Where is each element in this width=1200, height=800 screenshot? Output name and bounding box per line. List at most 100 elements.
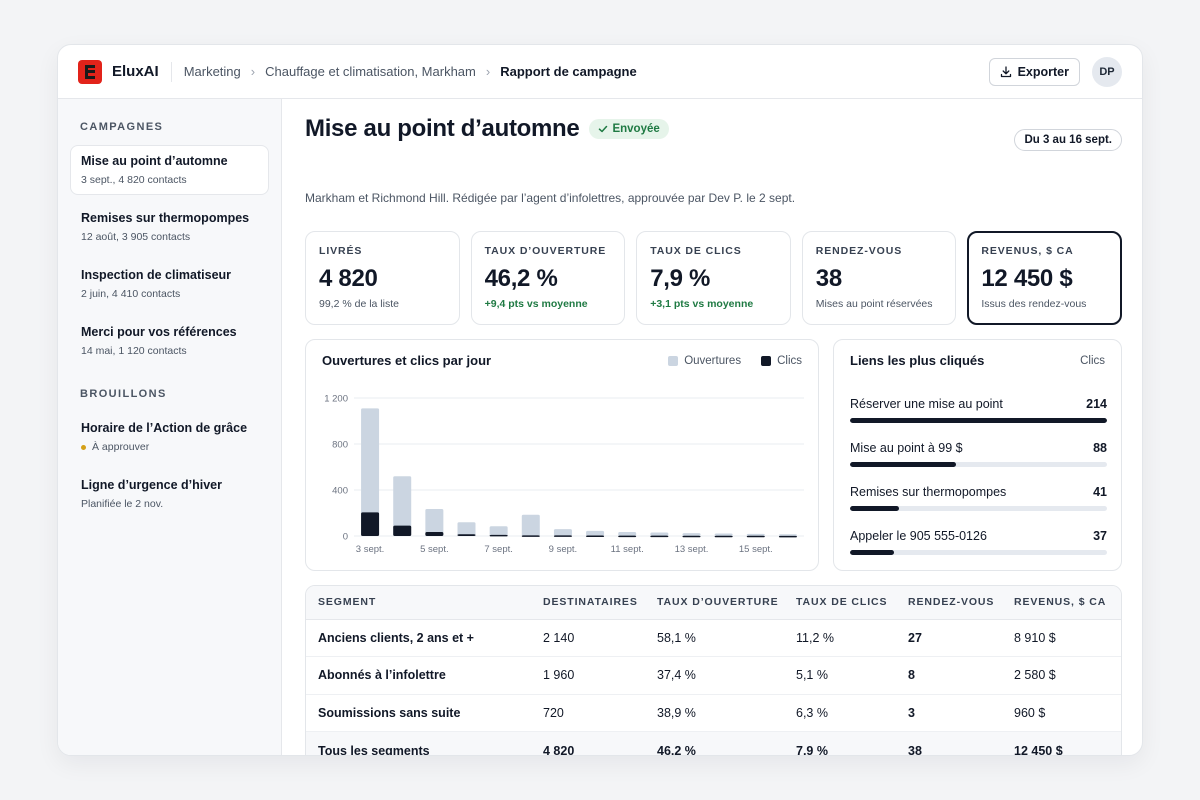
sidebar-item-sub: 12 août, 3 905 contacts xyxy=(81,231,191,243)
segment-table-card: SEGMENT DESTINATAIRES TAUX D’OUVERTURE T… xyxy=(305,585,1122,755)
legend-swatch xyxy=(761,356,772,366)
bar-opens xyxy=(393,476,412,536)
download-icon xyxy=(1000,65,1011,77)
top-bar: EluxAI Marketing › Chauffage et climatis… xyxy=(58,45,1142,99)
bar-clicks xyxy=(778,535,797,538)
breadcrumb-client[interactable]: Chauffage et climatisation, Markham xyxy=(265,64,476,79)
table-header[interactable]: RENDEZ-VOUS xyxy=(896,586,1002,620)
sidebar-item-campaign[interactable]: Mise au point d’automne 3 sept., 4 820 c… xyxy=(70,145,269,195)
table-header-row: SEGMENT DESTINATAIRES TAUX D’OUVERTURE T… xyxy=(306,586,1121,620)
main-content: Mise au point d’automne Envoyée Markham … xyxy=(283,99,1142,755)
table-cell: 8 xyxy=(896,656,1002,695)
link-bar-track xyxy=(850,550,1107,555)
sidebar-item-campaign[interactable]: Inspection de climatiseur 2 juin, 4 410 … xyxy=(70,259,269,309)
table-cell: 38 xyxy=(896,731,1002,755)
links-list: Réserver une mise au point 214 Mise au po… xyxy=(850,397,1107,573)
link-row[interactable]: Réserver une mise au point 214 xyxy=(850,397,1107,423)
bar-clicks xyxy=(489,534,508,537)
drafts-heading: BROUILLONS xyxy=(80,388,167,400)
draft-status: À approuver xyxy=(92,441,150,453)
link-label: Remises sur thermopompes xyxy=(850,485,1007,499)
kpi-card-open-rate: TAUX D’OUVERTURE 46,2 % +9,4 pts vs moye… xyxy=(470,231,626,325)
kpi-value: 7,9 % xyxy=(650,265,711,292)
kpi-sub: Issus des rendez-vous xyxy=(981,298,1087,310)
bar-opens xyxy=(457,522,476,536)
kpi-card-delivered: LIVRÉS 4 820 99,2 % de la liste xyxy=(305,231,460,325)
sidebar-item-sub: À approuver xyxy=(81,441,258,453)
link-row[interactable]: Mise au point à 99 $ 88 xyxy=(850,441,1107,467)
table-header[interactable]: DESTINATAIRES xyxy=(531,586,645,620)
sidebar-item-campaign[interactable]: Merci pour vos références 14 mai, 1 120 … xyxy=(70,316,269,366)
sidebar-item-campaign[interactable]: Remises sur thermopompes 12 août, 3 905 … xyxy=(70,202,269,252)
check-icon xyxy=(599,125,608,133)
table-header[interactable]: SEGMENT xyxy=(306,586,531,620)
bar-clicks xyxy=(457,534,476,536)
bar-clicks xyxy=(425,531,444,536)
bar-opens xyxy=(650,532,669,536)
table-row[interactable]: Abonnés à l’infolettre 1 960 37,4 % 5,1 … xyxy=(306,656,1121,695)
link-row[interactable]: Remises sur thermopompes 41 xyxy=(850,485,1107,511)
kpi-label: REVENUS, $ CA xyxy=(981,245,1074,257)
table-header[interactable]: TAUX DE CLICS xyxy=(784,586,896,620)
table-total-row: Tous les segments 4 820 46,2 % 7,9 % 38 … xyxy=(306,731,1121,755)
link-row[interactable]: Appeler le 905 555-0126 37 xyxy=(850,529,1107,555)
link-count: 41 xyxy=(1093,485,1107,499)
sidebar-item-title: Mise au point d’automne xyxy=(81,154,228,168)
brand-logo-icon[interactable] xyxy=(78,59,102,84)
pending-dot-icon xyxy=(81,444,86,450)
bar-opens xyxy=(489,526,508,536)
links-column-label: Clics xyxy=(1080,355,1105,367)
legend-label: Clics xyxy=(777,355,802,367)
page-title: Mise au point d’automne xyxy=(305,115,580,142)
breadcrumb-marketing[interactable]: Marketing xyxy=(183,64,241,79)
table-cell: 5,1 % xyxy=(784,656,896,695)
table-cell: Anciens clients, 2 ans et + xyxy=(306,619,531,657)
table-cell: 37,4 % xyxy=(645,656,784,695)
top-links-card: Liens les plus cliqués Clics Réserver un… xyxy=(833,339,1122,571)
y-tick-label: 1 200 xyxy=(324,394,348,405)
bar-opens xyxy=(746,533,765,536)
table-header[interactable]: REVENUS, $ CA xyxy=(1002,586,1121,620)
link-label: Réserver une mise au point xyxy=(850,397,1003,411)
status-badge-label: Envoyée xyxy=(612,123,660,135)
date-range-badge[interactable]: Du 3 au 16 sept. xyxy=(1014,129,1122,151)
kpi-card-click-rate: TAUX DE CLICS 7,9 % +3,1 pts vs moyenne xyxy=(636,231,791,325)
links-title: Liens les plus cliqués xyxy=(850,353,985,368)
export-button[interactable]: Exporter xyxy=(988,57,1080,86)
kpi-card-appointments: RENDEZ-VOUS 38 Mises au point réservées xyxy=(801,231,957,325)
user-avatar[interactable]: DP xyxy=(1092,56,1122,87)
daily-bar-chart: 0 400 800 1 200 3 sept. 5 sept. 7 sept. 9 sept.… xyxy=(324,394,804,555)
link-label: Mise au point à 99 $ xyxy=(850,441,963,455)
bar-opens xyxy=(521,514,540,536)
x-tick-label: 5 sept. xyxy=(420,544,449,555)
sidebar-item-draft[interactable]: Horaire de l’Action de grâce À approuver xyxy=(70,412,269,462)
link-bar-track xyxy=(850,462,1107,467)
chart-legend: Ouvertures Clics xyxy=(668,355,802,367)
kpi-label: TAUX D’OUVERTURE xyxy=(484,245,607,257)
page-header: Mise au point d’automne Envoyée xyxy=(305,115,669,143)
table-row[interactable]: Soumissions sans suite 720 38,9 % 6,3 % … xyxy=(306,694,1121,732)
table-header[interactable]: TAUX D’OUVERTURE xyxy=(645,586,784,620)
bar-clicks xyxy=(393,525,412,536)
bar-opens xyxy=(618,531,637,536)
kpi-value: 12 450 $ xyxy=(981,265,1073,292)
sidebar-item-draft[interactable]: Ligne d’urgence d’hiver Planifiée le 2 n… xyxy=(70,469,269,519)
kpi-sub: Mises au point réservées xyxy=(815,298,933,310)
legend-item-opens: Ouvertures xyxy=(668,355,741,367)
link-bar-fill xyxy=(850,418,1107,423)
kpi-label: TAUX DE CLICS xyxy=(650,245,742,257)
chart-title: Ouvertures et clics par jour xyxy=(322,353,492,368)
table-row[interactable]: Anciens clients, 2 ans et + 2 140 58,1 %… xyxy=(306,619,1121,657)
bar-clicks xyxy=(746,535,765,538)
kpi-sub: +9,4 pts vs moyenne xyxy=(484,298,588,310)
divider xyxy=(170,61,172,82)
table-cell: 6,3 % xyxy=(784,694,896,732)
kpi-value: 46,2 % xyxy=(484,265,558,292)
table-cell: 11,2 % xyxy=(784,619,896,657)
kpi-label: LIVRÉS xyxy=(319,245,363,257)
campaigns-heading: CAMPAGNES xyxy=(80,121,164,133)
sidebar-item-title: Merci pour vos références xyxy=(81,325,237,339)
table-cell: 7,9 % xyxy=(784,731,896,755)
link-count: 214 xyxy=(1086,397,1107,411)
table-cell: Tous les segments xyxy=(306,731,531,755)
